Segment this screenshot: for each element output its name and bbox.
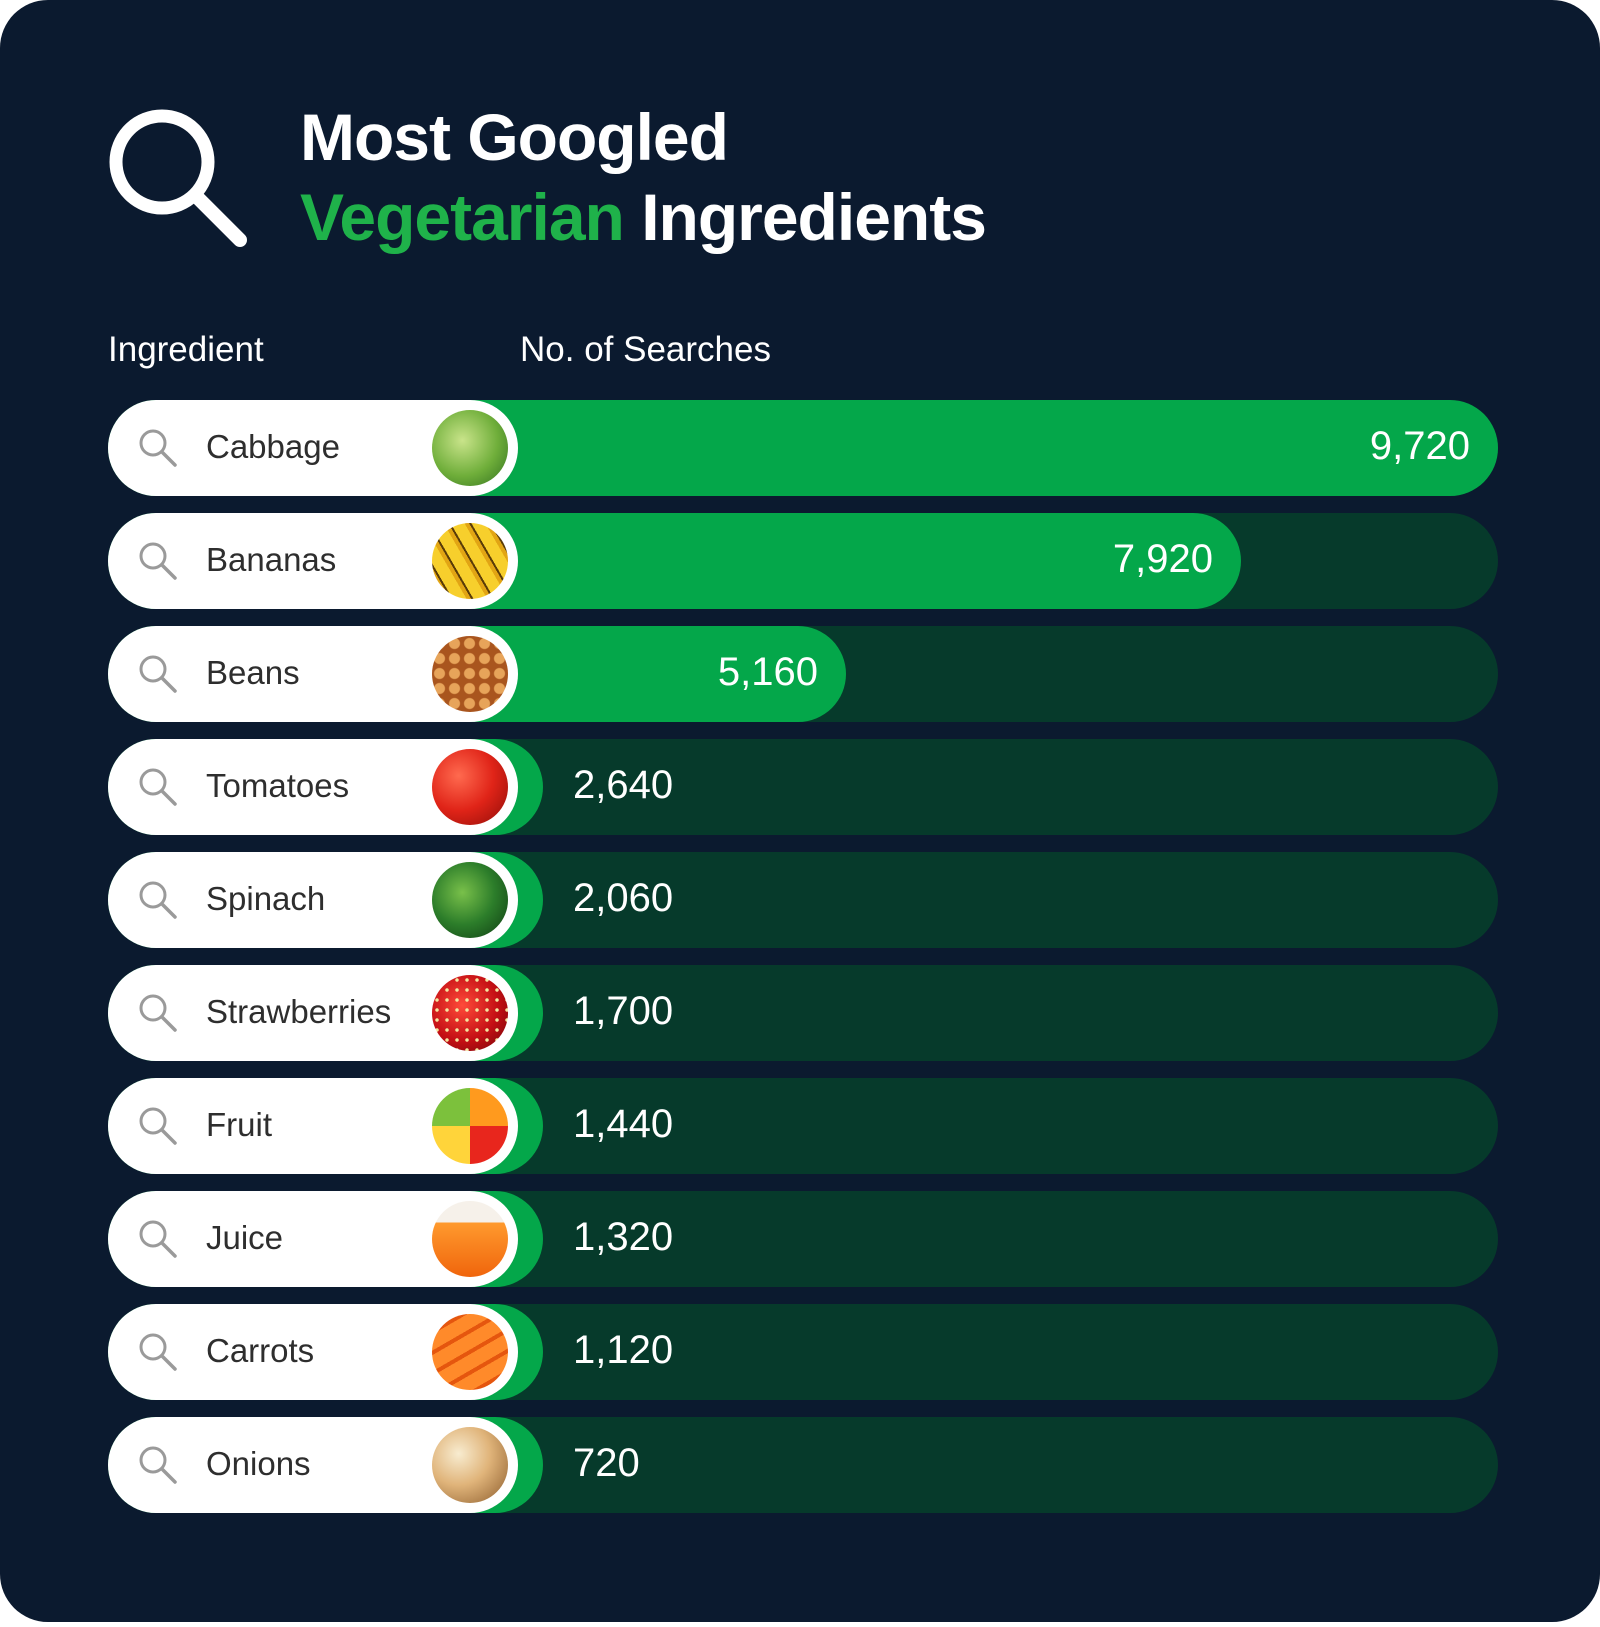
bar-row: Carrots 1,120 xyxy=(108,1304,1498,1400)
strawberries-photo xyxy=(432,975,508,1051)
search-pill[interactable]: Carrots xyxy=(108,1304,518,1400)
tomatoes-photo xyxy=(432,749,508,825)
ingredient-label: Beans xyxy=(206,654,300,691)
bar-row: Beans 5,160 xyxy=(108,626,1498,722)
search-pill[interactable]: Fruit xyxy=(108,1078,518,1174)
value-label: 2,060 xyxy=(573,876,674,920)
fruit-photo xyxy=(432,1088,508,1164)
value-label: 1,320 xyxy=(573,1215,674,1259)
chart-title-line-2: Vegetarian Ingredients xyxy=(300,184,987,250)
column-header-ingredient: Ingredient xyxy=(108,330,264,369)
search-pill[interactable]: Tomatoes xyxy=(108,739,518,835)
ingredient-label: Strawberries xyxy=(206,993,392,1030)
search-icon xyxy=(139,768,177,806)
search-pill[interactable]: Spinach xyxy=(108,852,518,948)
value-label: 5,160 xyxy=(717,650,818,694)
beans-photo xyxy=(432,636,508,712)
column-header-searches: No. of Searches xyxy=(520,330,771,369)
search-icon xyxy=(139,1107,177,1145)
search-pill[interactable]: Bananas xyxy=(108,513,518,609)
value-label: 720 xyxy=(573,1441,640,1485)
search-pill[interactable]: Beans xyxy=(108,626,518,722)
search-icon xyxy=(139,1446,177,1484)
ingredient-label: Spinach xyxy=(206,880,326,917)
cabbage-photo xyxy=(432,410,508,486)
chart-title-accent: Vegetarian xyxy=(300,180,625,254)
onions-photo xyxy=(432,1427,508,1503)
spinach-photo xyxy=(432,862,508,938)
search-icon xyxy=(139,1333,177,1371)
ingredient-label: Carrots xyxy=(206,1332,315,1369)
search-icon xyxy=(139,881,177,919)
ingredient-label: Tomatoes xyxy=(206,767,350,804)
bananas-photo xyxy=(432,523,508,599)
search-icon xyxy=(109,109,247,247)
value-label: 1,120 xyxy=(573,1328,674,1372)
search-icon xyxy=(139,429,177,467)
search-icon xyxy=(139,1220,177,1258)
search-icon xyxy=(139,542,177,580)
bar-row: Onions 720 xyxy=(108,1417,1498,1513)
chart-title-line-1: Most Googled xyxy=(300,100,729,174)
value-label: 9,720 xyxy=(1369,424,1470,468)
ingredient-label: Bananas xyxy=(206,541,337,578)
search-pill[interactable]: Onions xyxy=(108,1417,518,1513)
ingredient-label: Cabbage xyxy=(206,428,340,465)
bar-row: Fruit 1,440 xyxy=(108,1078,1498,1174)
search-icon xyxy=(139,994,177,1032)
bar-row: Tomatoes 2,640 xyxy=(108,739,1498,835)
search-pill[interactable]: Cabbage xyxy=(108,400,518,496)
search-icon xyxy=(139,655,177,693)
bar-row: Strawberries 1,700 xyxy=(108,965,1498,1061)
value-label: 1,440 xyxy=(573,1102,674,1146)
juice-photo xyxy=(432,1201,508,1277)
ingredient-label: Juice xyxy=(206,1219,284,1256)
value-label: 1,700 xyxy=(573,989,674,1033)
bar-row: Spinach 2,060 xyxy=(108,852,1498,948)
ingredient-label: Fruit xyxy=(206,1106,272,1143)
ingredient-label: Onions xyxy=(206,1445,311,1482)
chart-title-rest: Ingredients xyxy=(641,180,987,254)
search-pill[interactable]: Juice xyxy=(108,1191,518,1287)
value-label: 7,920 xyxy=(1112,537,1213,581)
bar-row: Juice 1,320 xyxy=(108,1191,1498,1287)
search-pill[interactable]: Strawberries xyxy=(108,965,518,1061)
bar-row: Cabbage 9,720 xyxy=(108,400,1498,496)
bar-row: Bananas 7,920 xyxy=(108,513,1498,609)
value-label: 2,640 xyxy=(573,763,674,807)
carrots-photo xyxy=(432,1314,508,1390)
